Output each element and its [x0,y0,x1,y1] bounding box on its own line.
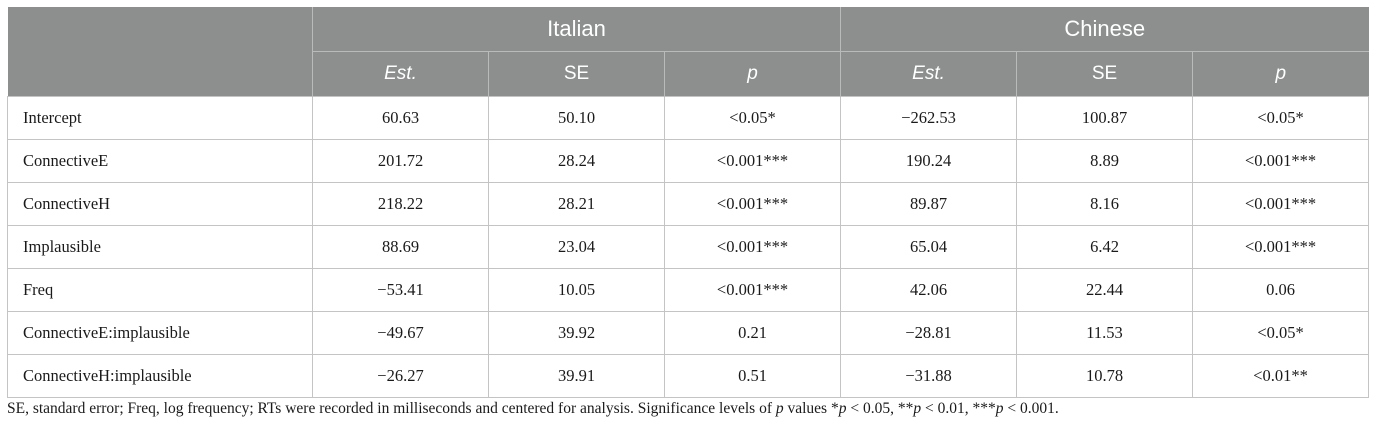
table-cell: 65.04 [840,225,1018,269]
footnote-p-symbol: p [995,400,1004,417]
table-cell: −28.81 [840,311,1018,355]
table-cell: <0.001*** [1192,182,1370,226]
table-cell: 0.21 [663,311,842,355]
table-cell: <0.05* [1192,96,1370,140]
table-cell: <0.05* [663,96,842,140]
row-label: Freq [7,268,313,312]
table-cell: 100.87 [1016,96,1194,140]
table-cell: 89.87 [840,182,1018,226]
table-cell: 23.04 [488,225,665,269]
footnote-p-symbol: p [913,400,922,417]
col-header-est: Est. [312,51,489,97]
table-cell: <0.01** [1192,354,1370,398]
table-row: ConnectiveH 218.22 28.21 <0.001*** 89.87… [7,182,1370,226]
table-cell: 39.92 [488,311,665,355]
col-header-p: p [663,51,841,97]
footnote-p-symbol: p [838,400,847,417]
table-cell: −262.53 [840,96,1018,140]
table-row: Implausible 88.69 23.04 <0.001*** 65.04 … [7,225,1370,269]
table-cell: 22.44 [1016,268,1194,312]
group-header-italian: Italian [311,7,841,52]
table-cell: <0.001*** [1192,139,1370,183]
table-cell: 190.24 [840,139,1018,183]
col-header-p: p [1192,51,1369,97]
table-row: Freq −53.41 10.05 <0.001*** 42.06 22.44 … [7,268,1370,312]
table-cell: <0.05* [1192,311,1370,355]
row-label: ConnectiveE [7,139,313,183]
table-row: Intercept 60.63 50.10 <0.05* −262.53 100… [7,96,1370,140]
group-header-row: Italian Chinese [7,7,1369,52]
table-cell: 88.69 [312,225,489,269]
table-cell: 42.06 [840,268,1018,312]
row-label: Intercept [7,96,313,140]
footnote-p-symbol: p [775,400,784,417]
table-cell: <0.001*** [663,268,842,312]
table-cell: 28.21 [488,182,665,226]
table-row: ConnectiveE 201.72 28.24 <0.001*** 190.2… [7,139,1370,183]
table-cell: 8.89 [1016,139,1194,183]
footnote-text: < 0.05, ** [846,400,914,417]
table-cell: 0.06 [1192,268,1370,312]
group-header-chinese: Chinese [840,7,1369,52]
table-cell: 28.24 [488,139,665,183]
col-header-se: SE [1016,51,1193,97]
corner-cell-lower [7,51,313,97]
footnote-text: < 0.01, *** [921,400,996,417]
corner-cell [7,7,313,52]
table-cell: <0.001*** [663,225,842,269]
table-cell: 201.72 [312,139,489,183]
table-cell: <0.001*** [663,182,842,226]
table-cell: 11.53 [1016,311,1194,355]
table-cell: 6.42 [1016,225,1194,269]
table-cell: −49.67 [312,311,489,355]
table-cell: 39.91 [488,354,665,398]
table-cell: <0.001*** [663,139,842,183]
table-row: ConnectiveH:implausible −26.27 39.91 0.5… [7,354,1370,398]
table-cell: −53.41 [312,268,489,312]
table-row: ConnectiveE:implausible −49.67 39.92 0.2… [7,311,1370,355]
row-label: ConnectiveH [7,182,313,226]
col-header-est: Est. [840,51,1017,97]
table-footnote: SE, standard error; Freq, log frequency;… [7,400,1059,418]
footnote-text: SE, standard error; Freq, log frequency;… [7,400,776,417]
table-cell: 8.16 [1016,182,1194,226]
table-cell: 10.05 [488,268,665,312]
table-cell: <0.001*** [1192,225,1370,269]
table-cell: −31.88 [840,354,1018,398]
table-cell: 60.63 [312,96,489,140]
table-cell: −26.27 [312,354,489,398]
regression-table: Italian Chinese Est. SE p Est. SE p Inte… [7,7,1370,398]
table-cell: 10.78 [1016,354,1194,398]
footnote-text: values * [783,400,839,417]
row-label: ConnectiveH:implausible [7,354,313,398]
row-label: ConnectiveE:implausible [7,311,313,355]
col-header-se: SE [488,51,665,97]
footnote-text: < 0.001. [1003,400,1059,417]
table-cell: 50.10 [488,96,665,140]
table-cell: 0.51 [663,354,842,398]
row-label: Implausible [7,225,313,269]
subheader-row: Est. SE p Est. SE p [7,51,1369,97]
table-cell: 218.22 [312,182,489,226]
